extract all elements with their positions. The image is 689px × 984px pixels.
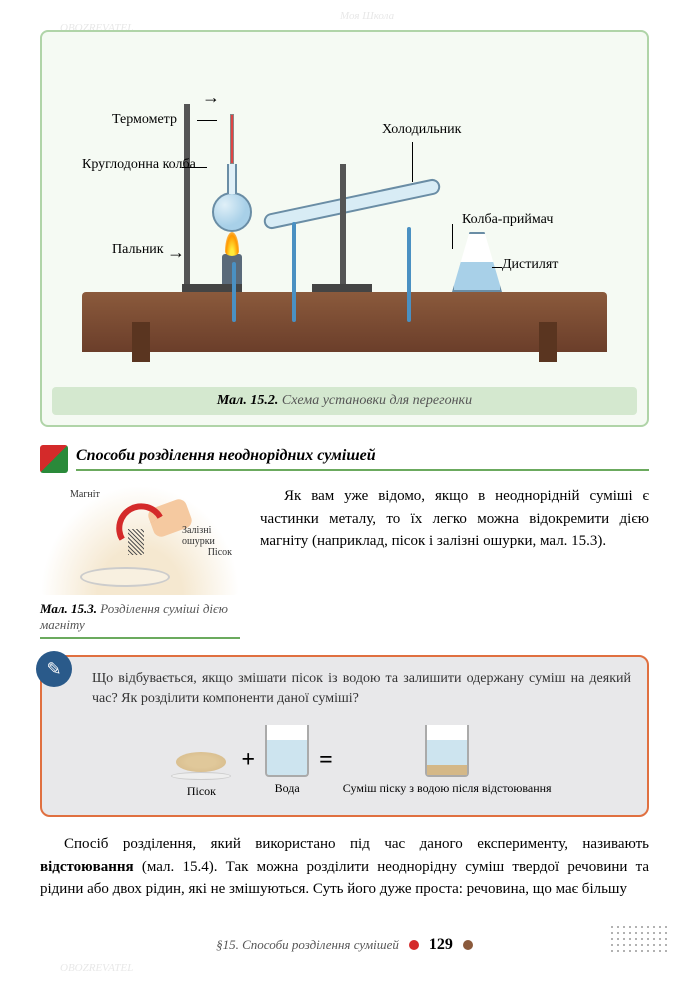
label-distillate: Дистилят xyxy=(502,257,558,273)
beaker-sand-icon xyxy=(425,725,469,777)
flask-neck xyxy=(227,164,237,194)
textbook-page: Моя Школа OBOZREVATEL xyxy=(0,0,689,984)
receiver-flask xyxy=(452,232,502,292)
page-footer: §15. Способи розділення сумішей 129 xyxy=(0,936,689,954)
label-condenser: Холодильник xyxy=(382,122,461,138)
magnet-diagram: Магніт Залізні ошурки Пісок xyxy=(40,485,240,595)
figure-caption: Мал. 15.2. Схема установки для перегонки xyxy=(52,387,637,415)
bold-term: відстоювання xyxy=(40,859,134,875)
dot-icon xyxy=(463,940,473,950)
stand-base xyxy=(312,284,372,292)
flame-icon xyxy=(225,232,239,256)
water-tube xyxy=(407,227,411,322)
round-flask xyxy=(212,192,252,232)
plus-symbol: + xyxy=(241,747,255,774)
magnet-section: Магніт Залізні ошурки Пісок Мал. 15.3. Р… xyxy=(40,485,649,639)
dish-icon xyxy=(80,567,170,587)
leader-line xyxy=(197,120,217,121)
question-callout: ✎ Що відбувається, якщо змішати пісок із… xyxy=(40,655,649,817)
body-paragraph: Спосіб розділення, який використано під … xyxy=(40,833,649,901)
label-sand: Пісок xyxy=(208,547,232,558)
beaker-icon xyxy=(265,725,309,777)
label-thermometer: Термометр xyxy=(112,112,177,128)
mixture-equation: Пісок + Вода = Суміш піску з водою після… xyxy=(92,722,631,799)
figure-caption: Мал. 15.3. Розділення суміші дією магніт… xyxy=(40,601,240,639)
mixture-label: Суміш піску з водою після відстоювання xyxy=(343,781,552,796)
leader-line xyxy=(412,142,413,182)
caption-label: Мал. 15.3. xyxy=(40,601,97,616)
caption-label: Мал. 15.2. xyxy=(217,393,278,408)
leader-line xyxy=(182,167,207,168)
page-dots-decoration xyxy=(609,924,669,954)
figure-magnet: Магніт Залізні ошурки Пісок Мал. 15.3. Р… xyxy=(40,485,240,639)
sand-pile-icon xyxy=(176,752,226,772)
equals-symbol: = xyxy=(319,747,333,774)
mixture-label: Пісок xyxy=(171,784,231,799)
label-flask: Круглодонна колба xyxy=(82,157,196,173)
condenser xyxy=(262,177,441,230)
label-receiver: Колба-приймач xyxy=(462,212,553,228)
watermark: OBOZREVATEL xyxy=(60,962,133,974)
dot-icon xyxy=(409,940,419,950)
mixture-result: Суміш піску з водою після відстоювання xyxy=(343,725,552,796)
paragraph-container: Як вам уже відомо, якщо в неоднорідній с… xyxy=(260,485,649,639)
section-icon xyxy=(40,445,68,473)
question-badge-icon: ✎ xyxy=(36,651,72,687)
text-span: Спосіб розділення, який використано під … xyxy=(64,836,649,852)
table-leg xyxy=(539,322,557,362)
plate-icon xyxy=(171,772,231,780)
leader-line xyxy=(492,267,502,268)
label-burner: Пальник xyxy=(112,242,164,258)
page-number: 129 xyxy=(429,936,453,954)
mixture-water: Вода xyxy=(265,725,309,796)
question-text: Що відбувається, якщо змішати пісок із в… xyxy=(92,669,631,708)
mixture-sand: Пісок xyxy=(171,722,231,799)
section-heading-row: Способи розділення неоднорідних сумішей xyxy=(40,445,649,473)
caption-text: Схема установки для перегонки xyxy=(282,393,472,408)
iron-filings-icon xyxy=(128,529,144,555)
lab-table xyxy=(82,292,607,352)
thermometer-icon xyxy=(230,114,234,164)
mixture-label: Вода xyxy=(265,781,309,796)
watermark: Моя Школа xyxy=(340,10,394,22)
water-tube xyxy=(232,262,236,322)
distillation-diagram: Термометр Круглодонна колба Пальник Холо… xyxy=(52,42,637,382)
table-leg xyxy=(132,322,150,362)
footer-section-title: §15. Способи розділення сумішей xyxy=(216,937,399,953)
body-paragraph: Як вам уже відомо, якщо в неоднорідній с… xyxy=(260,485,649,553)
arrow-icon: → xyxy=(167,242,185,263)
water-tube xyxy=(292,222,296,322)
leader-line xyxy=(452,224,453,249)
arrow-icon: → xyxy=(202,87,220,108)
section-heading: Способи розділення неоднорідних сумішей xyxy=(76,447,649,471)
figure-distillation: Термометр Круглодонна колба Пальник Холо… xyxy=(40,30,649,427)
label-filings: Залізні ошурки xyxy=(182,525,232,547)
stand-pole xyxy=(340,164,346,284)
label-magnet: Магніт xyxy=(70,489,100,500)
